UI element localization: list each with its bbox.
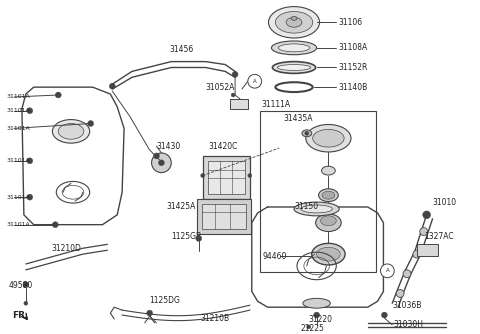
Bar [207, 161, 245, 194]
Circle shape [147, 310, 153, 316]
Text: 31101A: 31101A [6, 222, 30, 227]
Text: 1327AC: 1327AC [425, 232, 454, 241]
Ellipse shape [276, 11, 312, 33]
Text: 31210B: 31210B [201, 315, 230, 324]
Ellipse shape [322, 166, 336, 175]
Bar [260, 111, 375, 272]
Ellipse shape [286, 17, 302, 27]
Circle shape [231, 93, 235, 97]
Circle shape [423, 211, 431, 219]
Ellipse shape [268, 7, 320, 38]
Ellipse shape [316, 214, 341, 231]
Text: 21225: 21225 [301, 324, 325, 333]
Text: 31036B: 31036B [392, 301, 421, 310]
Circle shape [23, 282, 29, 288]
Circle shape [52, 222, 58, 228]
Text: 31150: 31150 [294, 202, 318, 211]
Text: 31101A: 31101A [6, 195, 30, 200]
Circle shape [154, 153, 159, 159]
Ellipse shape [302, 130, 312, 137]
Text: 31101A: 31101A [6, 108, 30, 113]
Circle shape [55, 92, 61, 98]
Circle shape [413, 250, 421, 258]
Text: 94460: 94460 [263, 252, 287, 261]
Text: 31101A: 31101A [6, 95, 30, 100]
Circle shape [24, 301, 28, 305]
Circle shape [109, 83, 115, 89]
Text: FR.: FR. [12, 311, 29, 320]
Circle shape [313, 312, 320, 318]
Circle shape [158, 160, 164, 166]
Circle shape [232, 71, 238, 77]
Ellipse shape [58, 124, 84, 139]
Text: 31456: 31456 [169, 45, 193, 54]
Circle shape [403, 270, 411, 278]
Circle shape [382, 312, 387, 318]
Ellipse shape [322, 191, 335, 199]
Ellipse shape [52, 120, 90, 143]
Bar [230, 99, 248, 109]
Text: 31106: 31106 [338, 18, 362, 27]
Text: 31010: 31010 [432, 198, 456, 207]
Ellipse shape [278, 44, 310, 52]
Bar [197, 199, 251, 233]
Circle shape [420, 228, 428, 235]
Text: 31430: 31430 [156, 142, 181, 151]
Circle shape [27, 108, 33, 114]
Text: 31140B: 31140B [338, 82, 368, 92]
Text: 31101A: 31101A [6, 158, 30, 163]
Circle shape [27, 194, 33, 200]
Circle shape [248, 74, 262, 88]
Circle shape [305, 131, 309, 135]
Ellipse shape [317, 247, 340, 261]
Circle shape [88, 121, 94, 127]
Text: 31220: 31220 [309, 316, 333, 324]
Text: 31425A: 31425A [167, 202, 196, 211]
Ellipse shape [294, 202, 339, 216]
Text: 31108A: 31108A [338, 43, 368, 52]
Circle shape [396, 290, 404, 297]
Ellipse shape [291, 16, 297, 20]
Text: 31111A: 31111A [262, 100, 291, 109]
Circle shape [196, 235, 202, 241]
Circle shape [201, 174, 204, 177]
Circle shape [152, 153, 171, 173]
Text: 31152R: 31152R [338, 63, 368, 72]
Ellipse shape [306, 125, 351, 152]
Text: A: A [385, 268, 389, 273]
Text: 1125DG: 1125DG [150, 296, 180, 305]
Circle shape [381, 264, 394, 278]
Ellipse shape [273, 61, 316, 73]
Text: 31420C: 31420C [209, 142, 238, 151]
Text: 31101A: 31101A [6, 126, 30, 131]
Bar [203, 156, 250, 199]
Ellipse shape [301, 205, 332, 213]
Bar [417, 244, 438, 256]
Text: A: A [253, 79, 257, 84]
Ellipse shape [319, 189, 338, 202]
Text: 49580: 49580 [8, 281, 33, 290]
Ellipse shape [321, 216, 336, 226]
Text: 31210D: 31210D [51, 244, 81, 253]
Ellipse shape [277, 64, 311, 70]
Circle shape [27, 158, 33, 164]
Text: 31052A: 31052A [205, 82, 235, 92]
Ellipse shape [303, 298, 330, 308]
Ellipse shape [271, 41, 317, 55]
Circle shape [248, 174, 252, 177]
Text: 1125GB: 1125GB [171, 232, 201, 241]
Bar [202, 204, 246, 228]
Text: 31435A: 31435A [283, 114, 313, 123]
Ellipse shape [312, 129, 344, 147]
Ellipse shape [312, 243, 345, 265]
Circle shape [307, 325, 311, 329]
Text: 31030H: 31030H [393, 320, 423, 329]
